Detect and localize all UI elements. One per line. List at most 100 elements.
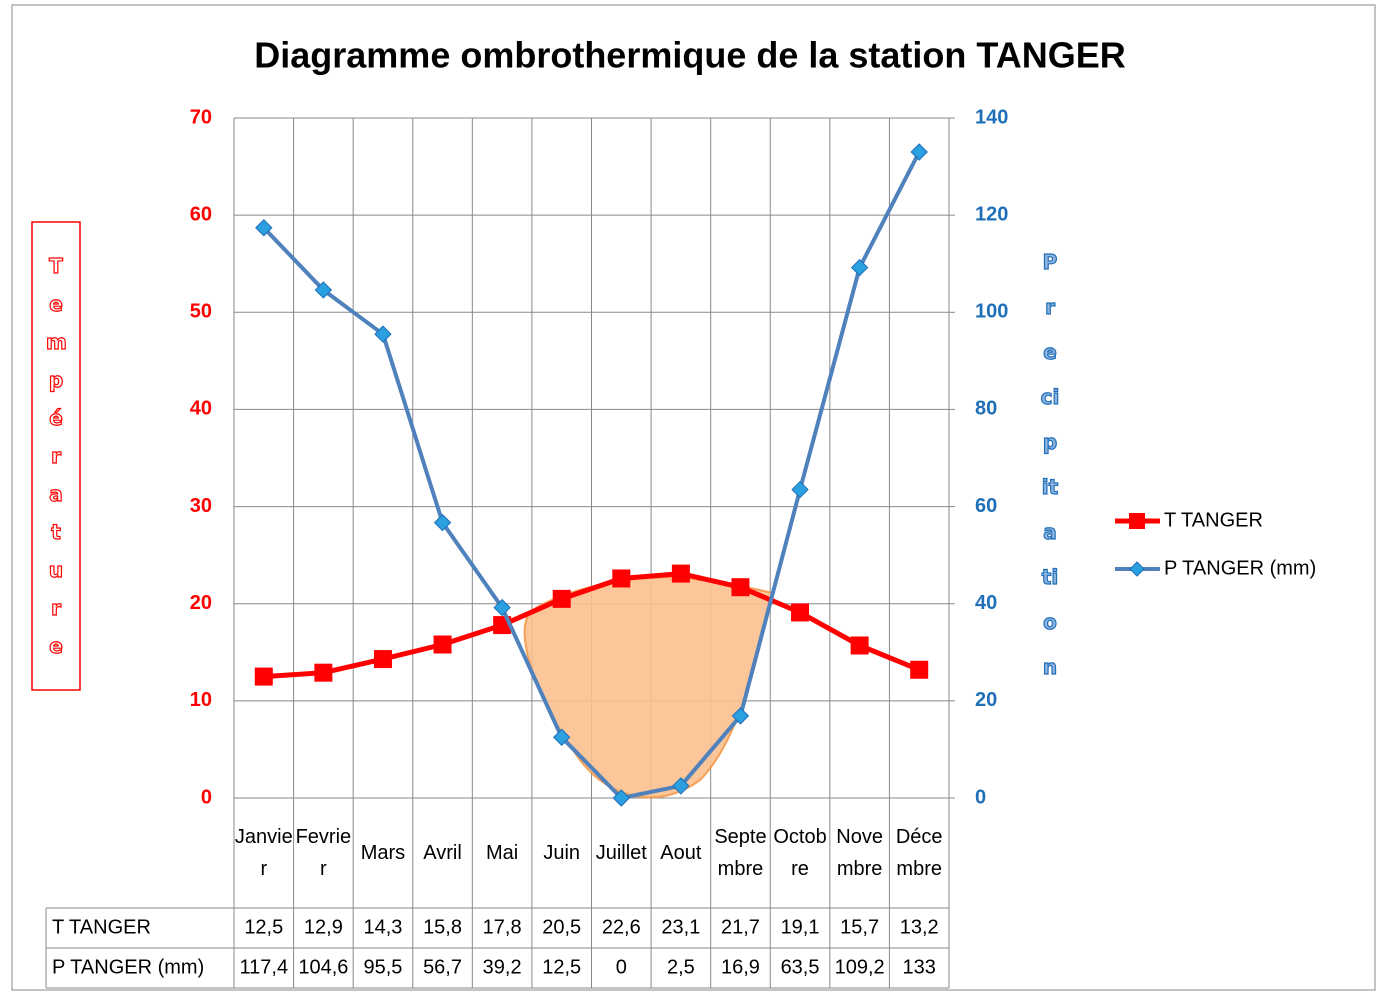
marker bbox=[314, 281, 333, 299]
y2-tick-label: 0 bbox=[975, 786, 986, 808]
table-value: 15,8 bbox=[423, 916, 462, 938]
marker bbox=[791, 603, 810, 622]
chart-title: Diagramme ombrothermique de la station T… bbox=[254, 35, 1125, 76]
table-value: 16,9 bbox=[721, 956, 760, 978]
table-value: 104,6 bbox=[298, 956, 348, 978]
category-cell: Juillet bbox=[595, 842, 647, 864]
x-tick-label: Décembre bbox=[895, 826, 943, 880]
table-value: 39,2 bbox=[483, 956, 522, 978]
table-value: 22,6 bbox=[602, 916, 641, 938]
table-value: 12,5 bbox=[542, 956, 581, 978]
category-cell: Décembre bbox=[895, 826, 943, 880]
table-value: 2,5 bbox=[667, 956, 695, 978]
category-cell: Octobre bbox=[773, 826, 827, 880]
chart-border bbox=[11, 4, 1376, 991]
category-cell: Septembre bbox=[714, 826, 767, 880]
category-cell: Janvier bbox=[234, 826, 293, 880]
y2-tick-label: 40 bbox=[975, 592, 997, 614]
y2-tick-label: 100 bbox=[975, 301, 1008, 323]
table-value: 117,4 bbox=[240, 956, 289, 978]
category-cell: Mars bbox=[360, 842, 406, 864]
marker bbox=[850, 636, 869, 655]
marker bbox=[791, 480, 809, 499]
category-cell: Mai bbox=[486, 842, 519, 864]
x-tick-label: Mai bbox=[486, 842, 519, 864]
series-line bbox=[263, 571, 921, 680]
table-value: 12,5 bbox=[244, 916, 283, 938]
table-value: 95,5 bbox=[363, 956, 402, 978]
table-value: 14,3 bbox=[363, 916, 402, 938]
table-value: 13,2 bbox=[900, 916, 939, 938]
marker bbox=[612, 569, 631, 588]
y-tick-label: 20 bbox=[190, 592, 212, 614]
y2-tick-label: 140 bbox=[975, 106, 1008, 128]
marker bbox=[850, 258, 869, 277]
marker bbox=[731, 707, 750, 725]
table-value: 0 bbox=[616, 956, 627, 978]
marker bbox=[910, 143, 928, 161]
y-tick-label: 70 bbox=[190, 106, 212, 128]
y-tick-label: 30 bbox=[190, 495, 212, 517]
table-value: 63,5 bbox=[781, 956, 820, 978]
legend-label: P TANGER (mm) bbox=[1164, 557, 1316, 579]
y-axis-title-wrap: Température bbox=[45, 253, 67, 658]
table-value: 19,1 bbox=[781, 916, 820, 938]
x-tick-label: Juin bbox=[543, 842, 581, 864]
legend-marker bbox=[1129, 513, 1145, 529]
x-tick-label: Fevrier bbox=[295, 826, 352, 880]
marker bbox=[552, 589, 571, 608]
category-cell: Fevrier bbox=[295, 826, 352, 880]
legend-marker bbox=[1129, 561, 1145, 577]
y-tick-label: 50 bbox=[190, 301, 212, 323]
table-value: 20,5 bbox=[542, 916, 581, 938]
table-value: 23,1 bbox=[661, 916, 700, 938]
marker bbox=[314, 663, 333, 682]
marker bbox=[433, 635, 452, 654]
marker bbox=[373, 650, 392, 669]
x-tick-label: Mars bbox=[360, 842, 406, 864]
marker bbox=[612, 789, 630, 807]
series-line bbox=[262, 151, 921, 801]
y2-tick-label: 80 bbox=[975, 398, 997, 420]
x-tick-label: Avril bbox=[423, 842, 462, 864]
y2-tick-label: 20 bbox=[975, 689, 997, 711]
table-value: 133 bbox=[903, 956, 936, 978]
y2-tick-label: 120 bbox=[975, 203, 1008, 225]
marker bbox=[433, 513, 452, 532]
table-value: 21,7 bbox=[721, 916, 760, 938]
x-tick-label: Janvier bbox=[234, 826, 293, 880]
x-tick-label: Juillet bbox=[595, 842, 647, 864]
grid bbox=[45, 117, 950, 989]
legend-label: T TANGER bbox=[1164, 509, 1263, 531]
y-tick-label: 60 bbox=[190, 203, 212, 225]
table-row-label: T TANGER bbox=[52, 916, 151, 938]
marker bbox=[493, 598, 511, 617]
category-cell: Avril bbox=[423, 842, 462, 864]
y-axis-title-box bbox=[31, 221, 81, 691]
table-value: 17,8 bbox=[483, 916, 522, 938]
y-tick-label: 40 bbox=[190, 398, 212, 420]
marker bbox=[254, 667, 273, 686]
category-cell: Juin bbox=[543, 842, 581, 864]
x-tick-label: Novembre bbox=[836, 826, 883, 880]
y2-axis-title-wrap: Precipitation bbox=[1040, 249, 1060, 679]
category-cell: Aout bbox=[660, 842, 702, 864]
y2-tick-label: 60 bbox=[975, 495, 997, 517]
table-value: 15,7 bbox=[840, 916, 879, 938]
x-tick-label: Octobre bbox=[773, 826, 827, 880]
marker bbox=[255, 219, 273, 237]
table-value: 56,7 bbox=[423, 956, 462, 978]
marker bbox=[731, 578, 750, 597]
table-value: 12,9 bbox=[304, 916, 343, 938]
marker bbox=[374, 325, 392, 343]
category-cell: Novembre bbox=[836, 826, 883, 880]
marker bbox=[553, 728, 571, 746]
marker bbox=[672, 777, 690, 795]
x-tick-label: Septembre bbox=[714, 826, 767, 880]
y2-axis-title: Precipitation bbox=[1040, 249, 1060, 679]
y-tick-label: 0 bbox=[201, 786, 212, 808]
x-tick-label: Aout bbox=[660, 842, 702, 864]
marker bbox=[671, 564, 690, 583]
